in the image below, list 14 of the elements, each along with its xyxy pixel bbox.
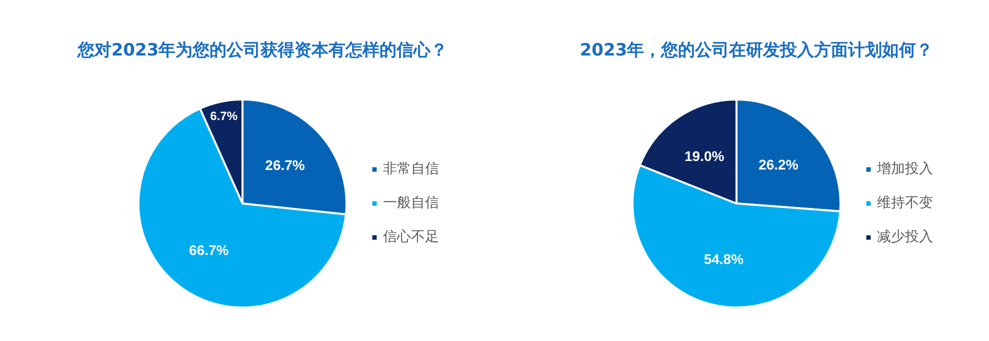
legend-label: 增加投入 — [877, 160, 933, 178]
chart-title: 您对2023年为您的公司获得资本有怎样的信心？ — [76, 40, 448, 60]
legend-label: 减少投入 — [877, 228, 933, 246]
data-label: 6.7% — [210, 109, 238, 124]
data-label: 19.0% — [684, 148, 725, 164]
legend-label: 非常自信 — [383, 160, 439, 178]
legend-label: 一般自信 — [383, 194, 439, 212]
data-label: 54.8% — [704, 251, 744, 268]
data-label: 26.7% — [265, 157, 306, 174]
legend-label: 维持不变 — [877, 194, 933, 212]
data-label: 26.2% — [758, 156, 799, 173]
chart-title: 2023年，您的公司在研发投入方面计划如何？ — [580, 40, 934, 60]
data-label: 66.7% — [189, 242, 230, 258]
legend-label: 信心不足 — [383, 228, 439, 246]
